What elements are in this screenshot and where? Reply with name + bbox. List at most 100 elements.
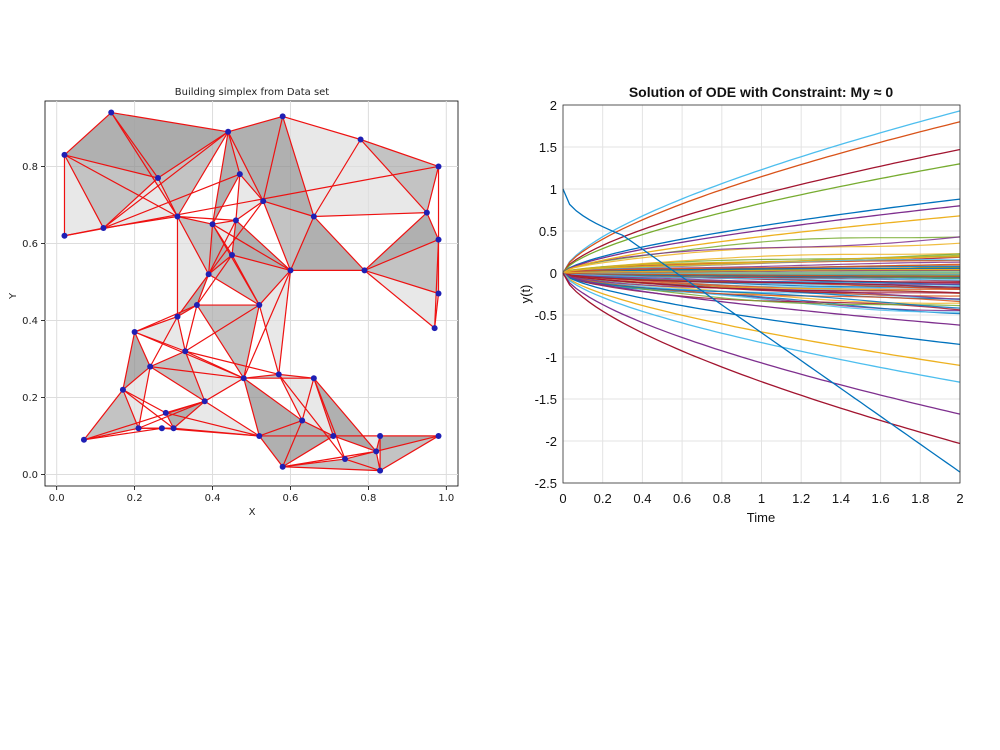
simplex-edge bbox=[196, 304, 245, 379]
data-point bbox=[423, 209, 430, 216]
simplex-edge bbox=[212, 223, 291, 271]
simplex-face bbox=[360, 139, 439, 213]
data-point bbox=[236, 171, 243, 178]
left-data-points bbox=[61, 109, 442, 474]
left-y-tick-label: 0.2 bbox=[22, 393, 38, 404]
simplex-face bbox=[282, 116, 361, 217]
simplex-edge bbox=[134, 331, 151, 367]
right-y-tick-label: 0 bbox=[550, 266, 557, 281]
simplex-edge bbox=[235, 219, 291, 271]
data-point bbox=[431, 325, 438, 332]
simplex-edge bbox=[184, 351, 206, 402]
simplex-edge bbox=[313, 377, 346, 460]
simplex-face bbox=[212, 131, 240, 225]
simplex-edge bbox=[64, 165, 439, 237]
simplex-edge bbox=[185, 350, 279, 375]
simplex-edge bbox=[134, 304, 198, 333]
simplex-edge bbox=[313, 216, 365, 271]
simplex-face bbox=[232, 255, 291, 306]
background-solution-curve bbox=[562, 272, 961, 294]
data-point bbox=[435, 236, 442, 243]
background-solution-curve bbox=[562, 267, 960, 274]
simplex-edge bbox=[64, 154, 159, 179]
simplex-edge bbox=[282, 435, 334, 468]
simplex-face bbox=[196, 305, 260, 379]
simplex-face bbox=[228, 116, 283, 202]
right-chart-title: Solution of ODE with Constraint: My ≈ 0 bbox=[629, 84, 894, 100]
left-y-tick-label: 0.6 bbox=[22, 239, 38, 250]
simplex-edge bbox=[344, 458, 381, 472]
left-chart: 0.0 0.2 0.4 0.6 0.8 1.0 0.0 0.2 0.4 0.6 0.8 Buildi… bbox=[8, 87, 459, 518]
simplex-edge bbox=[263, 200, 315, 218]
simplex-edge bbox=[313, 212, 427, 218]
background-solution-curve bbox=[562, 272, 961, 289]
data-point bbox=[162, 409, 169, 416]
simplex-face bbox=[64, 154, 158, 229]
simplex-edge bbox=[258, 435, 284, 468]
simplex-edge bbox=[196, 274, 210, 306]
background-solution-curve bbox=[562, 272, 960, 275]
right-x-tick-label: 1.2 bbox=[792, 491, 810, 506]
simplex-face bbox=[177, 216, 209, 317]
simplex-edge bbox=[364, 212, 428, 271]
left-tick-labels: 0.0 0.2 0.4 0.6 0.8 1.0 0.0 0.2 0.4 0.6 0.8 bbox=[22, 162, 454, 504]
simplex-edge bbox=[313, 139, 362, 217]
background-solution-curve bbox=[562, 272, 960, 277]
background-solution-curve bbox=[562, 263, 961, 274]
simplex-edge bbox=[231, 220, 237, 256]
simplex-edge bbox=[278, 374, 303, 421]
simplex-edge bbox=[376, 435, 439, 452]
simplex-edge bbox=[212, 223, 260, 306]
simplex-edge bbox=[110, 112, 178, 217]
data-point bbox=[131, 329, 138, 335]
background-solution-curve bbox=[562, 253, 961, 274]
data-point bbox=[100, 225, 107, 232]
data-point bbox=[256, 302, 263, 309]
solution-curve bbox=[562, 198, 961, 274]
solution-curve bbox=[562, 272, 961, 445]
right-chart: 0 0.2 0.4 0.6 0.8 1 1.2 1.4 1.6 1.8 2 2 1.5 1 0.5 0 -0.5… bbox=[518, 84, 964, 525]
simplex-face bbox=[103, 178, 178, 229]
simplex-edge bbox=[434, 239, 440, 329]
simplex-face bbox=[263, 201, 314, 271]
data-point bbox=[310, 213, 317, 220]
data-point bbox=[61, 232, 68, 239]
simplex-edge bbox=[184, 304, 260, 352]
right-x-tick-label: 2 bbox=[956, 491, 963, 506]
simplex-edge bbox=[282, 115, 361, 141]
simplex-edge bbox=[149, 366, 206, 402]
simplex-edge bbox=[375, 451, 381, 471]
simplex-face bbox=[364, 239, 439, 294]
data-point bbox=[205, 271, 212, 278]
simplex-edge bbox=[278, 373, 314, 379]
simplex-edge bbox=[259, 419, 303, 437]
simplex-edge bbox=[262, 116, 284, 202]
data-point bbox=[377, 432, 384, 439]
right-x-tick-label: 0.4 bbox=[633, 491, 651, 506]
data-point bbox=[182, 348, 189, 355]
simplex-edge bbox=[208, 220, 237, 275]
simplex-face bbox=[313, 139, 427, 217]
data-point bbox=[158, 425, 165, 432]
left-x-tick-label: 1.0 bbox=[438, 493, 454, 504]
solution-curve bbox=[562, 121, 961, 274]
background-solution-curve bbox=[562, 272, 960, 285]
simplex-edge bbox=[196, 254, 233, 306]
simplex-edge bbox=[278, 373, 346, 460]
simplex-edge bbox=[111, 111, 229, 133]
simplex-edge bbox=[176, 216, 210, 275]
left-y-axis-label: Y bbox=[8, 292, 19, 300]
simplex-edge bbox=[212, 173, 241, 225]
right-x-tick-label: 1.6 bbox=[872, 491, 890, 506]
simplex-edge bbox=[227, 131, 241, 175]
simplex-edge bbox=[360, 138, 439, 168]
right-y-tick-label: -0.5 bbox=[535, 308, 557, 323]
simplex-edge bbox=[212, 219, 237, 225]
simplex-edge bbox=[208, 273, 260, 306]
data-point bbox=[80, 436, 87, 443]
data-point bbox=[435, 432, 442, 439]
simplex-edge bbox=[64, 112, 112, 156]
simplex-edge bbox=[103, 177, 159, 229]
left-y-tick-label: 0.8 bbox=[22, 162, 38, 173]
left-simplex-edges bbox=[63, 111, 440, 472]
